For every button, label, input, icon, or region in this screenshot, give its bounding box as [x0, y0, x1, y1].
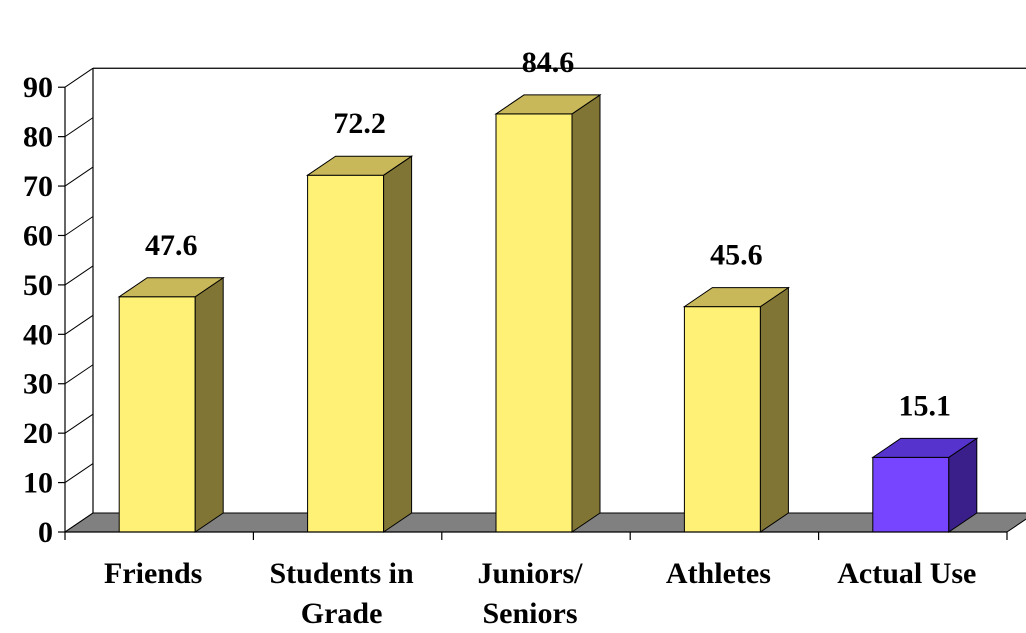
bar-side	[759, 286, 789, 533]
y-tick-label: 40	[23, 318, 53, 351]
x-category-label: Actual Use	[837, 557, 976, 590]
x-axis: Friends Students in Grade Juniors/Seniors At…	[64, 531, 1008, 630]
bar-top	[682, 287, 791, 308]
x-category-label: Athletes	[666, 557, 771, 590]
y-tick-label: 0	[38, 516, 53, 549]
bar-front	[307, 174, 385, 533]
y-tick-depth	[64, 166, 94, 187]
bar	[305, 155, 414, 533]
x-category-label-line: Juniors/	[477, 557, 583, 590]
y-tick-depth	[64, 216, 94, 236]
data-labels: 47.6 72.2 84.6 45.6 15.1	[145, 46, 951, 422]
y-tick-depth	[64, 265, 94, 286]
bar	[494, 93, 602, 533]
bar-front	[495, 113, 573, 533]
x-category-label-line: Grade	[301, 597, 383, 630]
x-category-label-line: Friends	[104, 557, 202, 590]
y-tick-depth	[64, 413, 94, 434]
y-tick-depth	[64, 314, 94, 335]
bar-front	[683, 306, 761, 533]
data-label: 84.6	[522, 46, 575, 79]
x-category-label-line: Athletes	[666, 557, 771, 590]
bar-side	[571, 93, 601, 533]
bar-top	[494, 94, 602, 115]
y-tick-label: 10	[23, 467, 53, 500]
y-tick-depth	[64, 67, 94, 88]
bar-side	[383, 155, 413, 533]
bars	[117, 93, 979, 533]
bar-top	[871, 437, 979, 458]
y-tick-label: 70	[23, 170, 53, 203]
x-category-label: Friends	[104, 557, 202, 590]
bar-side	[194, 276, 224, 533]
data-label: 15.1	[899, 389, 952, 422]
data-label: 45.6	[710, 239, 763, 272]
bar-front	[872, 456, 950, 533]
data-label: 47.6	[145, 229, 198, 262]
x-category-label-line: Actual Use	[837, 557, 976, 590]
y-tick-label: 20	[23, 417, 53, 450]
x-category-label-line: Seniors	[482, 597, 577, 630]
y-tick-label: 60	[23, 219, 53, 252]
y-tick-depth	[64, 117, 94, 138]
y-tick-depth	[64, 463, 94, 483]
y-axis: 0 10 20 30 40 50 60 70 80 90	[23, 67, 94, 549]
x-category-label-line: Students in	[269, 557, 414, 590]
data-label: 72.2	[333, 107, 386, 140]
y-tick-label: 90	[23, 71, 53, 104]
bar-top	[117, 277, 225, 298]
x-category-label: Students in Grade	[269, 557, 414, 630]
bar	[682, 286, 791, 533]
chart-walls	[92, 67, 1026, 513]
y-tick-depth	[64, 364, 94, 385]
y-tick-label: 30	[23, 368, 53, 401]
bar-top	[305, 155, 414, 176]
y-tick-label: 50	[23, 269, 53, 302]
bar	[871, 437, 979, 533]
x-category-label: Juniors/Seniors	[477, 557, 583, 630]
y-tick-label: 80	[23, 121, 53, 154]
bar-front	[118, 296, 196, 533]
bar	[117, 276, 225, 533]
y-tick-depth	[64, 512, 94, 533]
